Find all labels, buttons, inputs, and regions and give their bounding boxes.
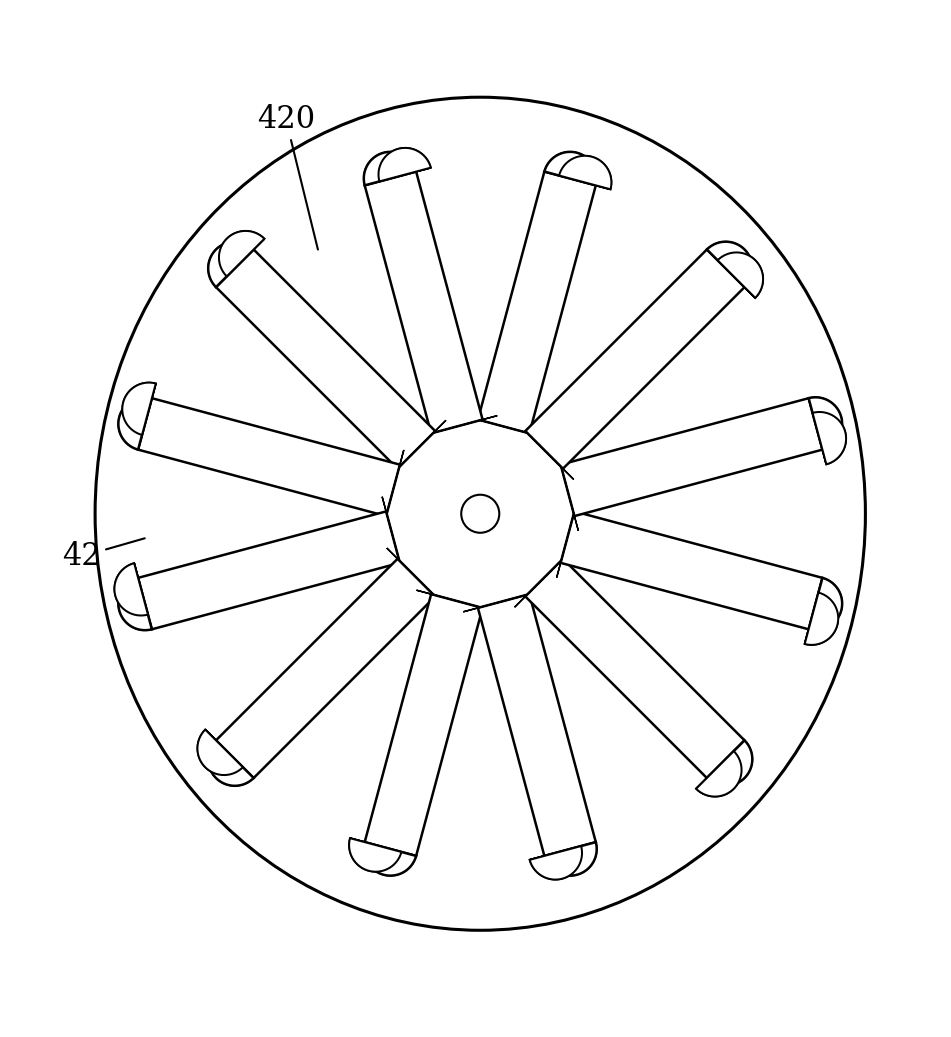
Polygon shape [216, 250, 436, 469]
Polygon shape [514, 559, 563, 608]
Polygon shape [696, 740, 752, 796]
Polygon shape [544, 171, 611, 190]
Polygon shape [530, 842, 596, 860]
Polygon shape [198, 730, 254, 786]
Polygon shape [134, 563, 152, 629]
Polygon shape [478, 594, 596, 856]
Polygon shape [382, 497, 399, 563]
Polygon shape [559, 156, 611, 190]
Polygon shape [349, 838, 417, 875]
Polygon shape [707, 242, 763, 298]
Polygon shape [544, 151, 596, 186]
Polygon shape [118, 578, 152, 630]
Polygon shape [364, 171, 482, 433]
Polygon shape [544, 842, 596, 875]
Polygon shape [198, 730, 243, 775]
Polygon shape [707, 250, 755, 298]
Polygon shape [707, 740, 752, 786]
Polygon shape [364, 148, 431, 186]
Polygon shape [216, 239, 264, 287]
Polygon shape [378, 148, 431, 181]
Polygon shape [808, 398, 826, 465]
Polygon shape [808, 397, 846, 465]
Polygon shape [478, 171, 596, 433]
Polygon shape [364, 168, 431, 186]
Polygon shape [718, 252, 763, 298]
Polygon shape [208, 740, 254, 786]
Polygon shape [805, 578, 823, 644]
Polygon shape [118, 397, 152, 450]
Ellipse shape [95, 97, 865, 930]
Polygon shape [208, 242, 254, 287]
Polygon shape [364, 842, 417, 875]
Circle shape [461, 495, 499, 533]
Polygon shape [463, 594, 530, 612]
Polygon shape [544, 151, 611, 190]
Polygon shape [808, 397, 843, 450]
Polygon shape [387, 548, 436, 596]
Polygon shape [696, 740, 745, 789]
Polygon shape [478, 420, 544, 438]
Polygon shape [208, 231, 264, 287]
Polygon shape [525, 431, 573, 479]
Polygon shape [530, 842, 596, 879]
Polygon shape [525, 559, 745, 778]
Polygon shape [707, 242, 752, 287]
Polygon shape [561, 398, 823, 516]
Text: 42: 42 [62, 538, 145, 572]
Polygon shape [138, 398, 399, 516]
Polygon shape [805, 592, 838, 645]
Polygon shape [417, 590, 482, 608]
Polygon shape [525, 250, 745, 469]
Polygon shape [114, 563, 152, 630]
Polygon shape [219, 231, 264, 277]
Polygon shape [350, 838, 417, 856]
Polygon shape [556, 511, 574, 578]
Polygon shape [386, 450, 404, 516]
Polygon shape [431, 416, 497, 433]
Polygon shape [561, 465, 578, 531]
Polygon shape [138, 384, 156, 450]
Polygon shape [138, 511, 399, 629]
Polygon shape [561, 511, 823, 629]
Polygon shape [805, 578, 843, 645]
Polygon shape [114, 563, 148, 616]
Text: 420: 420 [257, 104, 318, 250]
Polygon shape [398, 420, 446, 469]
Polygon shape [205, 730, 254, 778]
Polygon shape [696, 751, 742, 796]
Polygon shape [808, 578, 843, 630]
Polygon shape [349, 838, 401, 872]
Polygon shape [216, 559, 436, 778]
Polygon shape [364, 151, 417, 186]
Polygon shape [364, 594, 482, 856]
Polygon shape [812, 412, 846, 465]
Polygon shape [123, 383, 156, 435]
Polygon shape [530, 846, 582, 879]
Polygon shape [118, 383, 156, 450]
